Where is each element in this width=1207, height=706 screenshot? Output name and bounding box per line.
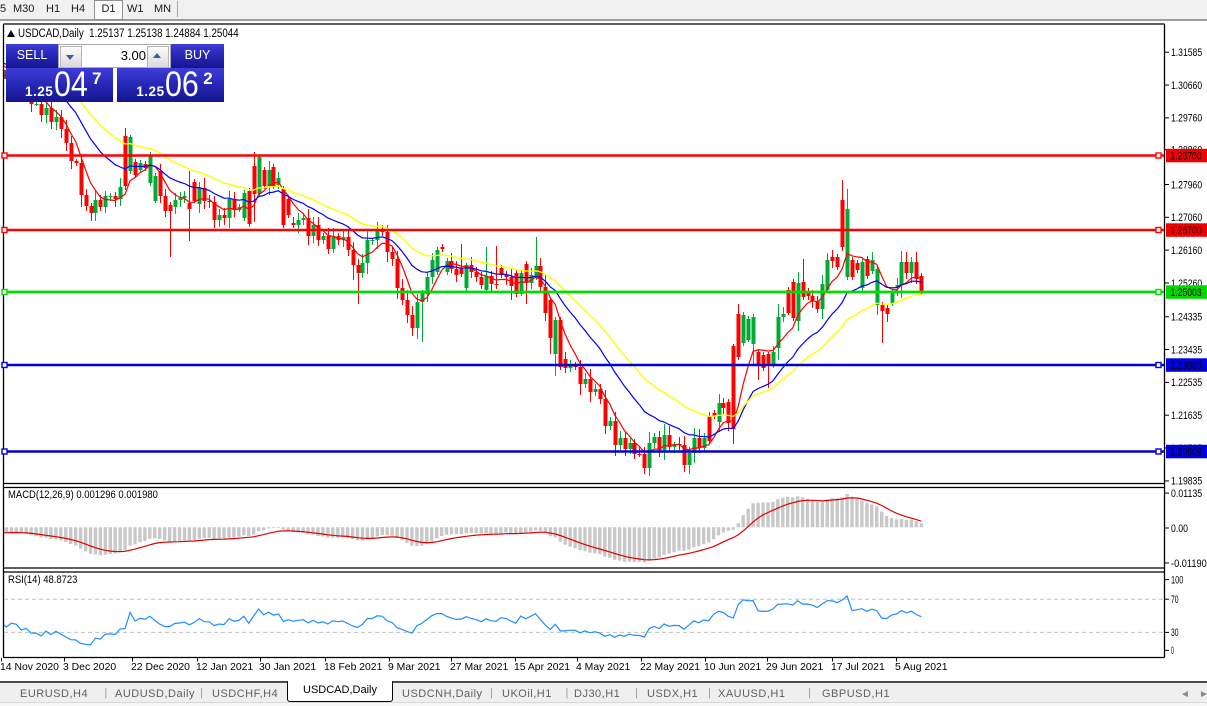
svg-text:0: 0 [1171,645,1174,657]
svg-text:1.25003: 1.25003 [1171,287,1202,299]
svg-text:100: 100 [1171,574,1183,586]
svg-text:1.27960: 1.27960 [1171,179,1202,191]
svg-text:1.26700: 1.26700 [1171,225,1202,237]
svg-text:0.00: 0.00 [1171,523,1188,535]
svg-text:1.24335: 1.24335 [1171,312,1202,324]
svg-text:1.27060: 1.27060 [1171,212,1202,224]
svg-text:1.19835: 1.19835 [1171,476,1202,488]
svg-text:1.29760: 1.29760 [1171,113,1202,125]
svg-text:1.30660: 1.30660 [1171,80,1202,92]
svg-text:1.23435: 1.23435 [1171,344,1202,356]
svg-text:1.21635: 1.21635 [1171,410,1202,422]
svg-text:1.20609: 1.20609 [1171,447,1202,459]
svg-text:1.22535: 1.22535 [1171,377,1202,389]
svg-text:1.26160: 1.26160 [1171,245,1202,257]
svg-text:70: 70 [1171,594,1179,606]
svg-text:-0.01190: -0.01190 [1171,558,1207,570]
svg-text:0.01135: 0.01135 [1171,488,1202,500]
svg-text:1.23003: 1.23003 [1171,360,1202,372]
svg-text:1.31585: 1.31585 [1171,47,1202,59]
svg-text:1.28700: 1.28700 [1171,151,1202,163]
svg-text:30: 30 [1171,627,1179,639]
